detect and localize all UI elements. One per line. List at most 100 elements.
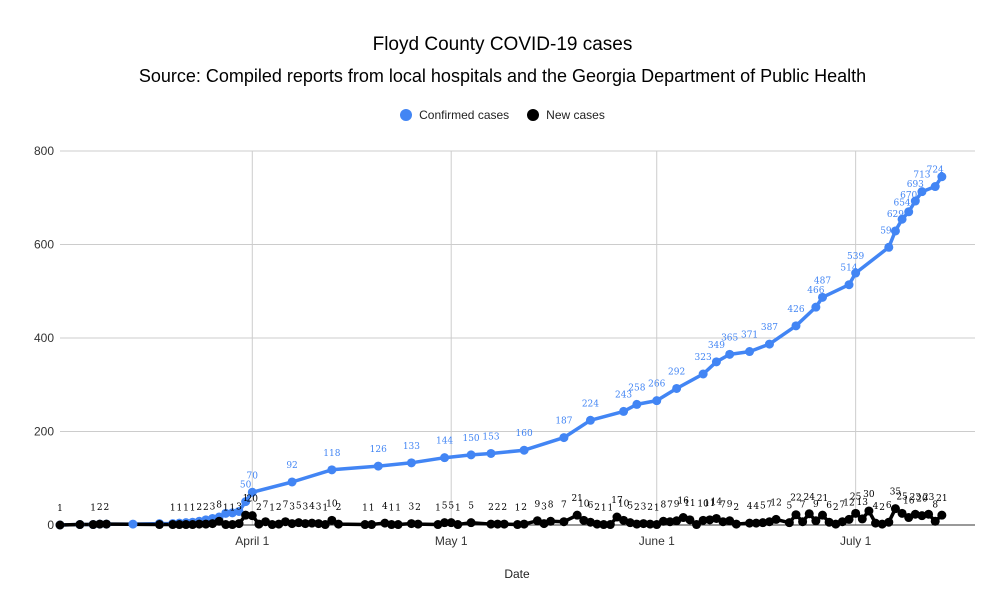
data-label-new: 9 bbox=[674, 500, 680, 510]
data-label-new: 2 bbox=[488, 503, 494, 513]
y-tick-label: 0 bbox=[47, 518, 54, 532]
data-label-new: 1 bbox=[654, 504, 660, 514]
data-label-new: 7 bbox=[720, 501, 726, 511]
legend-item-new[interactable]: New cases bbox=[527, 108, 605, 122]
data-label-new: 4 bbox=[309, 502, 315, 512]
data-label-confirmed: 724 bbox=[927, 166, 944, 176]
data-point-new bbox=[864, 506, 874, 516]
data-label-new: 11 bbox=[704, 499, 715, 509]
data-label-new: 1 bbox=[269, 504, 275, 514]
data-label-new: 6 bbox=[886, 501, 892, 511]
data-label-confirmed: 371 bbox=[741, 331, 758, 341]
data-label-confirmed: 118 bbox=[323, 449, 340, 459]
data-point-new bbox=[333, 519, 343, 529]
data-point-confirmed bbox=[128, 519, 138, 529]
data-point-confirmed bbox=[241, 497, 251, 507]
data-label-new: 24 bbox=[804, 493, 816, 503]
data-label-confirmed: 693 bbox=[907, 180, 924, 190]
data-label-new: 6 bbox=[826, 501, 832, 511]
data-label-new: 22 bbox=[790, 494, 801, 504]
data-label-new: 2 bbox=[203, 503, 209, 513]
data-point-new bbox=[234, 519, 244, 529]
data-point-confirmed bbox=[373, 461, 383, 471]
data-point-confirmed bbox=[745, 347, 755, 357]
y-tick-label: 400 bbox=[34, 331, 54, 345]
data-label-new: 1 bbox=[57, 504, 63, 514]
chart-subtitle: Source: Compiled reports from local hosp… bbox=[138, 66, 867, 86]
data-label-new: 8 bbox=[216, 500, 222, 510]
data-label-new: 7 bbox=[561, 501, 567, 511]
data-point-new bbox=[592, 519, 602, 529]
data-label-new: 1 bbox=[362, 504, 368, 514]
data-label-confirmed: 466 bbox=[807, 286, 824, 296]
data-point-new bbox=[685, 515, 695, 525]
data-point-new bbox=[745, 518, 755, 528]
data-label-new: 2 bbox=[594, 503, 600, 513]
data-label-confirmed: 126 bbox=[370, 445, 387, 455]
data-point-new bbox=[513, 520, 522, 530]
data-point-confirmed bbox=[917, 187, 927, 197]
data-label-confirmed: 654 bbox=[893, 198, 910, 208]
data-point-confirmed bbox=[234, 506, 244, 516]
data-label-new: 1 bbox=[369, 504, 375, 514]
legend-item-confirmed[interactable]: Confirmed cases bbox=[400, 108, 509, 122]
data-point-confirmed bbox=[466, 450, 476, 460]
data-label-new: 2 bbox=[495, 503, 501, 513]
data-label-new: 1 bbox=[170, 504, 176, 514]
data-label-new: 2 bbox=[276, 503, 282, 513]
data-label-new: 8 bbox=[548, 500, 554, 510]
data-label-new: 7 bbox=[800, 501, 806, 511]
data-point-new bbox=[75, 520, 85, 530]
data-label-new: 20 bbox=[247, 495, 259, 505]
data-point-new bbox=[897, 508, 907, 518]
data-label-new: 3 bbox=[409, 503, 415, 513]
data-point-new bbox=[791, 510, 801, 520]
data-label-new: 1 bbox=[183, 504, 189, 514]
legend-label-confirmed: Confirmed cases bbox=[419, 108, 510, 122]
data-label-new: 12 bbox=[843, 498, 854, 508]
data-label-confirmed: 187 bbox=[555, 417, 572, 427]
data-label-confirmed: 349 bbox=[708, 341, 725, 351]
x-tick-label: May 1 bbox=[435, 534, 468, 548]
data-point-confirmed bbox=[652, 396, 662, 406]
data-label-new: 2 bbox=[634, 503, 640, 513]
data-point-new bbox=[499, 519, 509, 529]
data-label-confirmed: 50 bbox=[240, 481, 252, 491]
data-point-new bbox=[227, 520, 237, 530]
y-tick-label: 800 bbox=[34, 144, 54, 158]
legend-marker-new bbox=[527, 109, 540, 121]
data-point-confirmed bbox=[904, 207, 914, 217]
data-point-new bbox=[718, 517, 728, 527]
data-point-new bbox=[665, 517, 675, 527]
data-point-confirmed bbox=[844, 280, 854, 290]
data-label-new: 1 bbox=[230, 504, 236, 514]
data-point-new bbox=[804, 509, 814, 519]
data-label-new: 25 bbox=[896, 492, 908, 502]
data-label-new: 6 bbox=[588, 501, 594, 511]
data-point-new bbox=[194, 519, 204, 529]
data-label-new: 5 bbox=[760, 502, 766, 512]
data-label-new: 1 bbox=[607, 504, 613, 514]
data-point-new bbox=[307, 518, 317, 528]
data-point-new bbox=[930, 516, 940, 526]
data-point-new bbox=[95, 519, 105, 529]
data-point-new bbox=[798, 517, 808, 527]
data-label-new: 21 bbox=[571, 494, 582, 504]
data-label-new: 5 bbox=[468, 502, 474, 512]
data-point-new bbox=[88, 520, 98, 530]
data-point-confirmed bbox=[851, 268, 861, 278]
data-point-new bbox=[784, 518, 794, 528]
data-point-confirmed bbox=[711, 357, 721, 367]
data-label-new: 3 bbox=[541, 503, 547, 513]
data-point-new bbox=[890, 504, 900, 514]
data-label-new: 9 bbox=[813, 500, 819, 510]
data-point-new bbox=[360, 520, 370, 530]
data-label-confirmed: 713 bbox=[913, 171, 930, 181]
data-label-new: 3 bbox=[641, 503, 647, 513]
data-point-new bbox=[731, 519, 741, 529]
data-point-new bbox=[327, 515, 337, 525]
data-point-new bbox=[811, 516, 821, 526]
data-label-new: 10 bbox=[326, 499, 338, 509]
data-label-new: 7 bbox=[283, 501, 289, 511]
data-label-new: 7 bbox=[840, 501, 846, 511]
